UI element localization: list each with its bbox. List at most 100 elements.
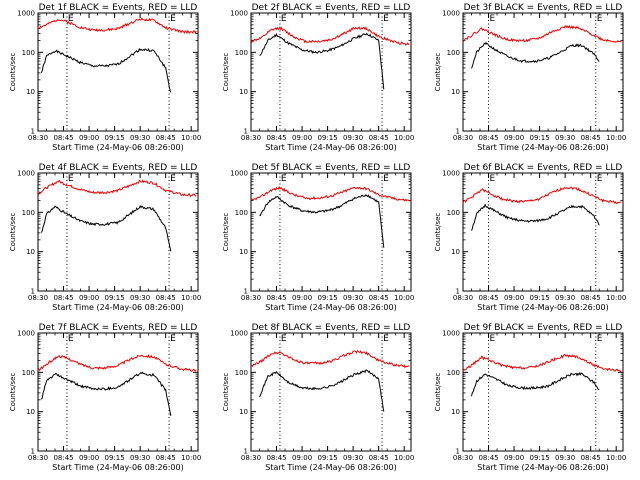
x-tick-label: 09:30 [343, 454, 363, 462]
x-tick-label: 09:00 [79, 454, 99, 462]
x-tick-label: 08:45 [53, 134, 73, 142]
chart-title: Det 7f BLACK = Events, RED = LLD [39, 323, 198, 333]
y-axis-label: Counts/sec [434, 53, 442, 92]
y-tick-label: 1 [31, 288, 35, 296]
plot-frame [462, 332, 624, 452]
x-tick-label: 09:15 [318, 454, 338, 462]
x-tick-label: 08:30 [241, 454, 261, 462]
x-tick-label: 08:45 [266, 454, 286, 462]
x-tick-label: 10:00 [606, 294, 626, 302]
x-tick-label: 08:45 [156, 454, 176, 462]
y-axis-label: Counts/sec [9, 373, 17, 412]
x-tick-label: 09:15 [105, 454, 125, 462]
series-events-line [259, 32, 385, 90]
x-tick-label: 09:00 [292, 134, 312, 142]
event-marker-label: E [490, 14, 496, 24]
x-tick-label: 09:15 [318, 134, 338, 142]
x-tick-label: 08:45 [266, 134, 286, 142]
plot-frame [250, 12, 412, 132]
series-lld-line [462, 24, 622, 43]
x-tick-label: 09:30 [555, 294, 575, 302]
x-tick-label: 09:15 [318, 294, 338, 302]
x-tick-label: 10:00 [606, 134, 626, 142]
x-tick-label: 09:30 [130, 294, 150, 302]
x-tick-label: 08:30 [28, 294, 48, 302]
x-tick-label: 08:30 [28, 454, 48, 462]
series-events-line [471, 203, 600, 231]
series-lld-line [250, 25, 410, 46]
x-tick-label: 09:15 [105, 134, 125, 142]
x-tick-label: 08:45 [369, 454, 389, 462]
series-events-line [259, 194, 385, 248]
y-tick-label: 1000 [17, 330, 35, 338]
chart-title: Det 2f BLACK = Events, RED = LLD [252, 3, 411, 13]
chart-panel: Det 8f BLACK = Events, RED = LLD 1 10 100 10… [222, 323, 414, 472]
x-tick-label: 08:30 [453, 454, 473, 462]
x-axis-label: Start Time (24-May-06 08:26:00) [52, 143, 183, 152]
y-tick-label: 1 [456, 128, 460, 136]
x-tick-label: 08:45 [478, 294, 498, 302]
x-tick-label: 10:00 [394, 294, 414, 302]
chart-panel: Det 2f BLACK = Events, RED = LLD 1 10 100 10… [222, 3, 414, 152]
chart-title: Det 3f BLACK = Events, RED = LLD [464, 3, 623, 13]
y-tick-label: 1000 [442, 330, 460, 338]
series-events-line [40, 371, 172, 416]
x-tick-label: 09:00 [504, 294, 524, 302]
y-tick-label: 100 [447, 209, 460, 217]
y-axis-label: Counts/sec [434, 373, 442, 412]
x-tick-label: 08:45 [156, 294, 176, 302]
y-tick-label: 1000 [230, 10, 248, 18]
y-tick-label: 100 [447, 369, 460, 377]
y-tick-label: 1 [456, 448, 460, 456]
event-marker-label: E [68, 334, 74, 344]
event-marker-label: E [597, 334, 603, 344]
x-tick-label: 08:45 [369, 294, 389, 302]
y-tick-label: 10 [451, 248, 460, 256]
x-tick-label: 08:45 [369, 134, 389, 142]
y-axis-label: Counts/sec [222, 53, 230, 92]
event-marker-label: E [490, 174, 496, 184]
y-tick-label: 10 [239, 408, 248, 416]
series-lld-line [37, 17, 197, 35]
x-tick-label: 09:15 [530, 134, 550, 142]
y-tick-label: 1 [31, 128, 35, 136]
y-tick-label: 10 [239, 88, 248, 96]
series-lld-line [37, 354, 197, 372]
plot-frame [37, 12, 199, 132]
chart-panel: Det 6f BLACK = Events, RED = LLD 1 10 100 10… [434, 163, 626, 312]
chart-title: Det 5f BLACK = Events, RED = LLD [252, 163, 411, 173]
series-events-line [259, 369, 385, 412]
x-tick-label: 09:30 [343, 294, 363, 302]
y-tick-label: 10 [26, 88, 35, 96]
event-marker-label: E [281, 14, 287, 24]
chart-title: Det 9f BLACK = Events, RED = LLD [464, 323, 623, 333]
series-events-line [40, 204, 172, 252]
x-axis-label: Start Time (24-May-06 08:26:00) [265, 463, 396, 472]
series-lld-line [462, 186, 622, 204]
y-tick-label: 1000 [442, 170, 460, 178]
x-tick-label: 08:30 [453, 134, 473, 142]
y-tick-label: 100 [235, 49, 248, 57]
x-tick-label: 10:00 [394, 134, 414, 142]
y-tick-label: 1 [244, 448, 248, 456]
x-tick-label: 09:30 [343, 134, 363, 142]
y-axis-label: Counts/sec [434, 213, 442, 252]
y-tick-label: 1 [31, 448, 35, 456]
x-tick-label: 09:15 [530, 454, 550, 462]
series-events-line [40, 47, 172, 93]
y-tick-label: 10 [26, 408, 35, 416]
x-tick-label: 08:45 [53, 294, 73, 302]
y-tick-label: 100 [22, 209, 35, 217]
x-axis-label: Start Time (24-May-06 08:26:00) [477, 143, 608, 152]
y-tick-label: 100 [447, 49, 460, 57]
y-tick-label: 100 [22, 369, 35, 377]
event-marker-label: E [281, 334, 287, 344]
y-tick-label: 1000 [230, 170, 248, 178]
x-tick-label: 09:30 [130, 134, 150, 142]
chart-title: Det 4f BLACK = Events, RED = LLD [39, 163, 198, 173]
x-tick-label: 09:30 [130, 454, 150, 462]
chart-title: Det 8f BLACK = Events, RED = LLD [252, 323, 411, 333]
chart-panel: Det 5f BLACK = Events, RED = LLD 1 10 100 10… [222, 163, 414, 312]
x-tick-label: 09:00 [504, 454, 524, 462]
plot-frame [462, 12, 624, 132]
